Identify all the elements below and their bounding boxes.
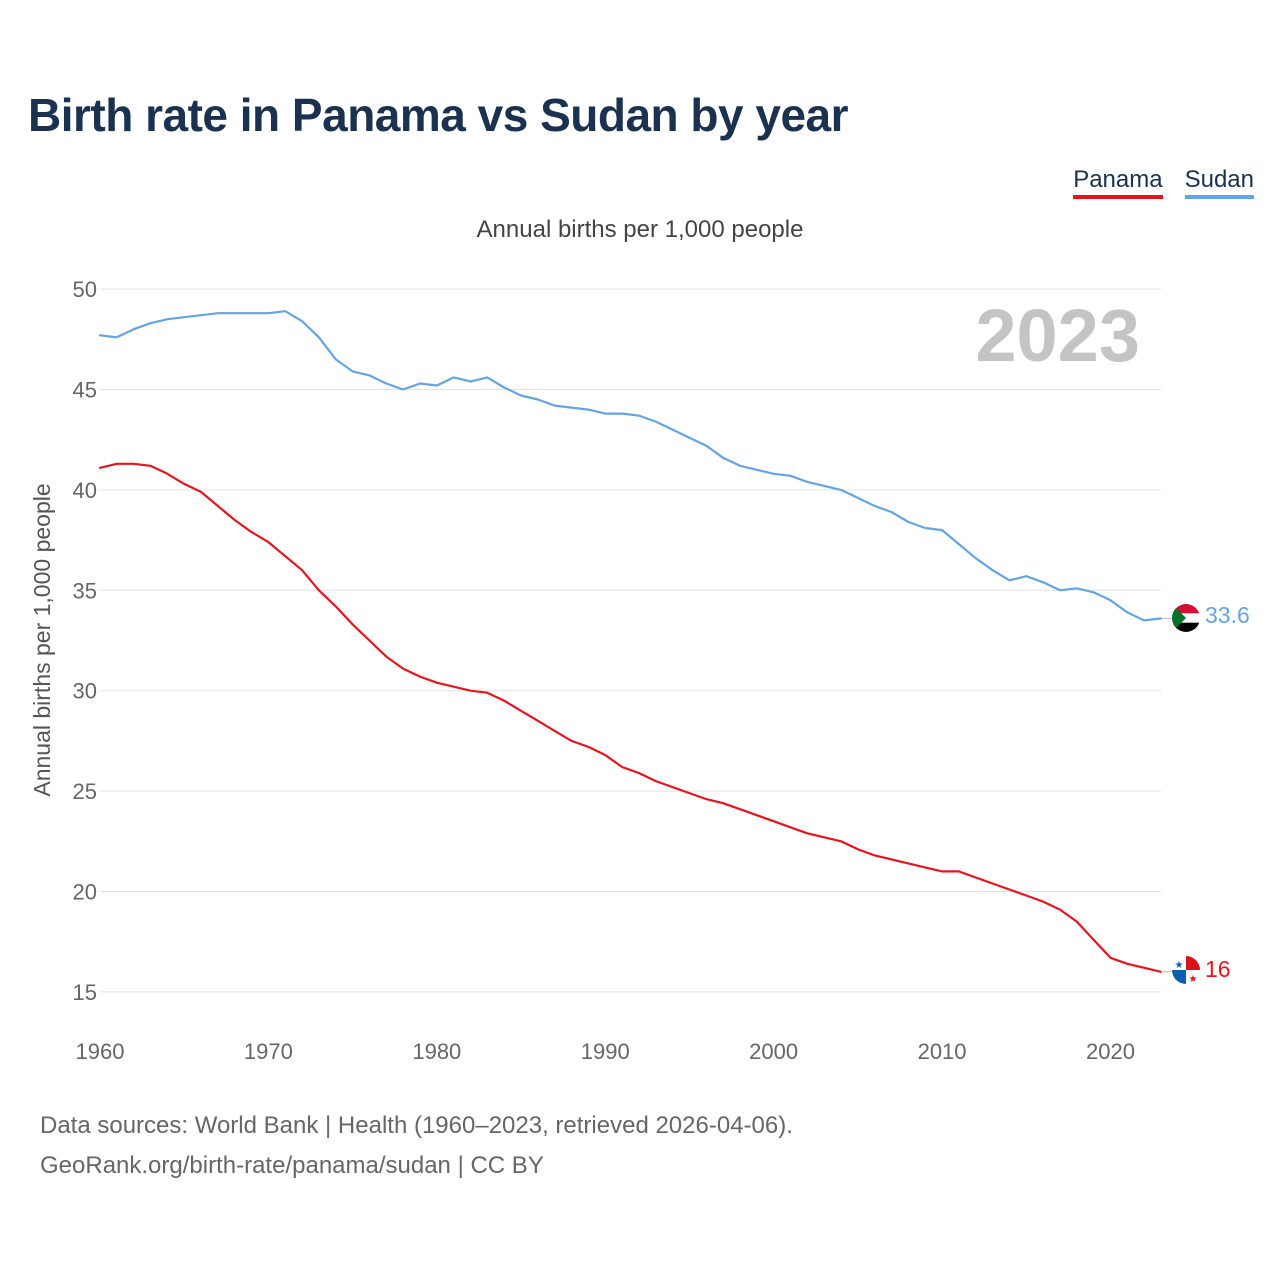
- y-axis-label: Annual births per 1,000 people: [29, 483, 55, 796]
- y-tick-label: 50: [73, 277, 97, 302]
- x-tick-label: 1970: [244, 1039, 293, 1064]
- y-tick-label: 25: [73, 779, 97, 804]
- x-tick-label: 2020: [1086, 1039, 1135, 1064]
- svg-text:★: ★: [1175, 960, 1184, 971]
- y-tick-label: 35: [73, 578, 97, 603]
- gridlines: [100, 288, 1161, 993]
- legend-sudan[interactable]: Sudan: [1184, 166, 1254, 199]
- series-lines: [98, 310, 1172, 973]
- series-line-panama[interactable]: [98, 462, 1163, 973]
- panama-flag-icon: ★ ★: [1172, 956, 1200, 985]
- series-line-sudan[interactable]: [98, 310, 1163, 622]
- legend-panama[interactable]: Panama: [1073, 166, 1163, 199]
- svg-text:★: ★: [1189, 974, 1198, 985]
- y-tick-label: 40: [73, 478, 97, 503]
- source-note: Data sources: World Bank | Health (1960–…: [40, 1106, 793, 1186]
- y-axis-ticks: 15 20 25 30 35 40 45 50: [73, 277, 97, 1005]
- legend: Panama Sudan: [1073, 166, 1254, 199]
- chart-subtitle: Annual births per 1,000 people: [476, 216, 804, 243]
- x-tick-label: 2010: [918, 1039, 967, 1064]
- y-tick-label: 15: [73, 980, 97, 1005]
- line-chart: 15 20 25 30 35 40 45 50 1960 1970 1980 1990 2000 201…: [29, 277, 1250, 1064]
- x-tick-label: 1980: [412, 1039, 461, 1064]
- y-tick-label: 30: [73, 679, 97, 704]
- x-tick-label: 2000: [749, 1039, 798, 1064]
- sudan-flag-icon: [1172, 604, 1200, 632]
- year-watermark: 2023: [975, 294, 1140, 377]
- sudan-end-label: 33.6: [1205, 602, 1250, 628]
- source-line-2[interactable]: GeoRank.org/birth-rate/panama/sudan | CC…: [40, 1152, 544, 1179]
- x-tick-label: 1990: [581, 1039, 630, 1064]
- y-tick-label: 45: [73, 377, 97, 402]
- x-tick-label: 1960: [76, 1039, 125, 1064]
- y-tick-label: 20: [73, 880, 97, 905]
- panama-end-label: 16: [1205, 956, 1231, 982]
- chart-title: Birth rate in Panama vs Sudan by year: [28, 89, 849, 141]
- x-axis-ticks: 1960 1970 1980 1990 2000 2010 2020: [76, 1039, 1135, 1064]
- source-line-1: Data sources: World Bank | Health (1960–…: [40, 1112, 793, 1139]
